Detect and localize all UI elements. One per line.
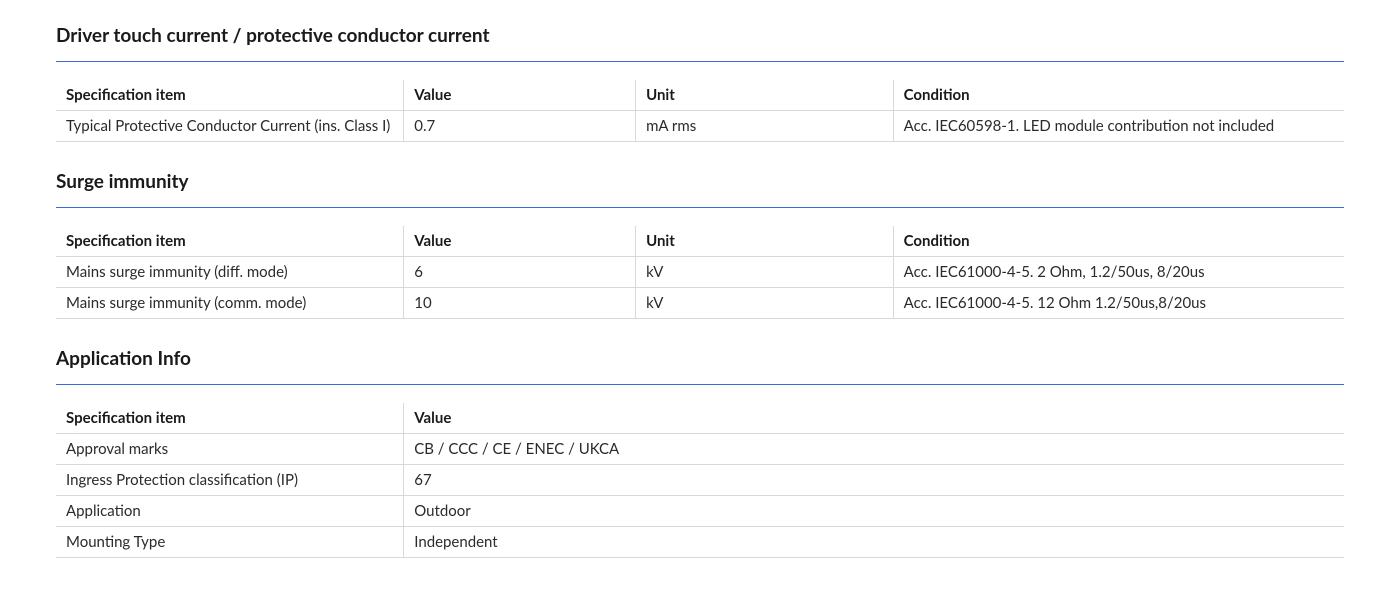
table-header-cell: Specification item — [56, 403, 404, 434]
table-cell: Independent — [404, 527, 1344, 558]
table-header-row: Specification itemValueUnitCondition — [56, 80, 1344, 111]
table-cell: kV — [636, 288, 894, 319]
table-cell: 10 — [404, 288, 636, 319]
table-cell: 6 — [404, 257, 636, 288]
spec-table: Specification itemValueUnitConditionMain… — [56, 226, 1344, 319]
table-cell: 67 — [404, 465, 1344, 496]
section-title: Driver touch current / protective conduc… — [56, 24, 1344, 47]
spec-section: Application InfoSpecification itemValueA… — [56, 347, 1344, 558]
spec-section: Driver touch current / protective conduc… — [56, 24, 1344, 142]
table-cell: Outdoor — [404, 496, 1344, 527]
table-row: Typical Protective Conductor Current (in… — [56, 111, 1344, 142]
table-header-cell: Value — [404, 80, 636, 111]
table-header-cell: Condition — [893, 80, 1344, 111]
table-cell: Acc. IEC61000-4-5. 2 Ohm, 1.2/50us, 8/20… — [893, 257, 1344, 288]
table-cell: 0.7 — [404, 111, 636, 142]
table-header-cell: Specification item — [56, 226, 404, 257]
table-header-cell: Value — [404, 403, 1344, 434]
table-cell: Mains surge immunity (diff. mode) — [56, 257, 404, 288]
table-cell: Application — [56, 496, 404, 527]
spec-table: Specification itemValueUnitConditionTypi… — [56, 80, 1344, 142]
table-row: Mounting TypeIndependent — [56, 527, 1344, 558]
section-title: Surge immunity — [56, 170, 1344, 193]
table-row: ApplicationOutdoor — [56, 496, 1344, 527]
table-cell: Acc. IEC61000-4-5. 12 Ohm 1.2/50us,8/20u… — [893, 288, 1344, 319]
section-title: Application Info — [56, 347, 1344, 370]
table-row: Mains surge immunity (comm. mode)10kVAcc… — [56, 288, 1344, 319]
table-cell: kV — [636, 257, 894, 288]
table-header-cell: Unit — [636, 226, 894, 257]
table-cell: CB / CCC / CE / ENEC / UKCA — [404, 434, 1344, 465]
table-header-row: Specification itemValue — [56, 403, 1344, 434]
section-rule — [56, 61, 1344, 62]
spec-sheet: Driver touch current / protective conduc… — [56, 24, 1344, 558]
spec-table: Specification itemValueApproval marksCB … — [56, 403, 1344, 558]
table-header-cell: Unit — [636, 80, 894, 111]
table-header-cell: Value — [404, 226, 636, 257]
table-cell: Acc. IEC60598-1. LED module contribution… — [893, 111, 1344, 142]
table-cell: Ingress Protection classification (IP) — [56, 465, 404, 496]
spec-section: Surge immunity Specification itemValueUni… — [56, 170, 1344, 319]
section-rule — [56, 384, 1344, 385]
section-rule — [56, 207, 1344, 208]
table-cell: Typical Protective Conductor Current (in… — [56, 111, 404, 142]
table-row: Approval marksCB / CCC / CE / ENEC / UKC… — [56, 434, 1344, 465]
table-cell: Approval marks — [56, 434, 404, 465]
table-cell: mA rms — [636, 111, 894, 142]
table-header-cell: Condition — [893, 226, 1344, 257]
table-cell: Mounting Type — [56, 527, 404, 558]
table-header-cell: Specification item — [56, 80, 404, 111]
table-cell: Mains surge immunity (comm. mode) — [56, 288, 404, 319]
table-row: Ingress Protection classification (IP)67 — [56, 465, 1344, 496]
table-header-row: Specification itemValueUnitCondition — [56, 226, 1344, 257]
table-row: Mains surge immunity (diff. mode)6kVAcc.… — [56, 257, 1344, 288]
